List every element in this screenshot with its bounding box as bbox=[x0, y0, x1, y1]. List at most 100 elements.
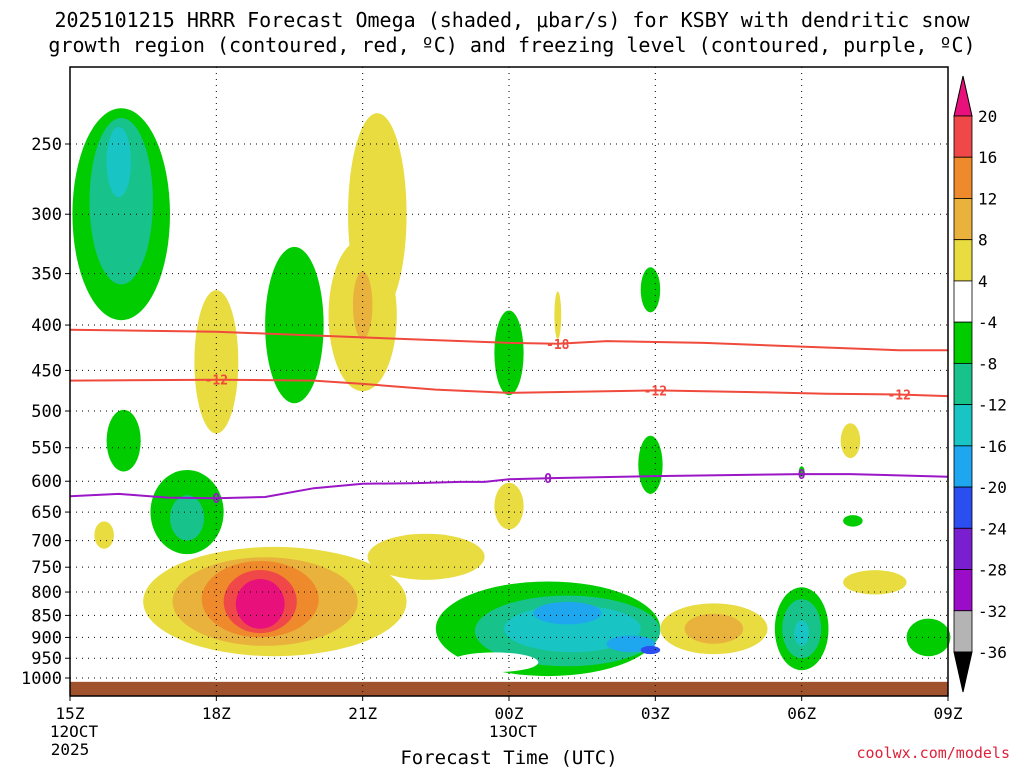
x-tick-label-06Z: 06Z bbox=[787, 704, 816, 723]
y-tick-label-300: 300 bbox=[31, 205, 62, 225]
colorbar-label-11: -28 bbox=[978, 561, 1007, 580]
colorbar-label-12: -32 bbox=[978, 602, 1007, 621]
x-tick-label-09Z: 09Z bbox=[934, 704, 963, 723]
omega-shading bbox=[70, 108, 951, 696]
contour-label-1-0: -12 bbox=[205, 374, 228, 389]
grid bbox=[70, 67, 948, 696]
contour-label-2-1: 0 bbox=[544, 472, 552, 487]
colorbar-bin-3 bbox=[953, 239, 973, 282]
colorbar-bin-6 bbox=[953, 362, 973, 406]
colorbar-label-13: -36 bbox=[978, 643, 1007, 662]
omega-cell-1 bbox=[89, 117, 153, 285]
x-tick-label-15Z: 15Z bbox=[56, 704, 85, 723]
colorbar-label-3: 8 bbox=[978, 231, 988, 250]
omega-cell-31 bbox=[684, 613, 744, 644]
chart-title-line-1: 2025101215 HRRR Forecast Omega (shaded, … bbox=[54, 8, 970, 32]
colorbar-bottom-arrow bbox=[953, 651, 973, 693]
colorbar-label-1: 16 bbox=[978, 148, 997, 167]
omega-cell-39 bbox=[554, 291, 562, 340]
omega-cell-16 bbox=[352, 271, 373, 340]
omega-cell-38 bbox=[843, 515, 863, 527]
omega-cell-34 bbox=[794, 620, 809, 646]
colorbar-bin-1 bbox=[953, 156, 973, 199]
y-tick-label-450: 450 bbox=[31, 361, 62, 381]
contour-label-2-0: 0 bbox=[212, 492, 220, 507]
ground-band bbox=[70, 681, 948, 696]
omega-cell-3 bbox=[265, 246, 324, 404]
colorbar-bin-2 bbox=[953, 198, 973, 241]
colorbar-bin-8 bbox=[953, 445, 973, 488]
colorbar-bin-4 bbox=[953, 280, 973, 323]
colorbar-label-9: -20 bbox=[978, 478, 1007, 497]
omega-cell-24 bbox=[450, 652, 539, 673]
y-tick-label-400: 400 bbox=[31, 316, 62, 336]
colorbar-top-arrow bbox=[953, 75, 973, 117]
colorbar-bin-7 bbox=[953, 404, 973, 447]
omega-cell-25 bbox=[494, 310, 524, 396]
y-tick-label-650: 650 bbox=[31, 503, 62, 523]
contours: -18 -12 -12 -12 0 0 0 bbox=[69, 328, 949, 507]
colorbar-bin-10 bbox=[953, 527, 973, 570]
omega-cell-7 bbox=[94, 521, 114, 549]
y-axis: 2503003504004505005506006507007508008509… bbox=[21, 135, 70, 689]
omega-cell-28 bbox=[494, 482, 524, 530]
omega-cell-21 bbox=[533, 601, 602, 625]
y-tick-label-600: 600 bbox=[31, 472, 62, 492]
chart-title-line-2: growth region (contoured, red, ºC) and f… bbox=[48, 33, 976, 57]
colorbar-label-5: -4 bbox=[978, 313, 997, 332]
colorbar-label-8: -16 bbox=[978, 437, 1007, 456]
x-tick-label-03Z: 03Z bbox=[641, 704, 670, 723]
y-tick-label-950: 950 bbox=[31, 649, 62, 669]
y-tick-label-850: 850 bbox=[31, 606, 62, 626]
omega-cell-9 bbox=[367, 533, 485, 580]
y-tick-label-250: 250 bbox=[31, 135, 62, 155]
contour-label-1-2: -12 bbox=[887, 388, 910, 403]
omega-cell-4 bbox=[106, 409, 141, 472]
colorbar-bin-12 bbox=[953, 610, 973, 653]
colorbar-bin-11 bbox=[953, 569, 973, 612]
x-tick-label-18Z: 18Z bbox=[202, 704, 231, 723]
colorbar-label-2: 12 bbox=[978, 189, 997, 208]
credit-text: coolwx.com/models bbox=[856, 744, 1010, 762]
x-tick-sublabel-date-15Z: 12OCT bbox=[50, 722, 99, 741]
y-tick-label-350: 350 bbox=[31, 265, 62, 285]
x-tick-sublabel-year-15Z: 2025 bbox=[51, 740, 90, 759]
omega-cell-6 bbox=[169, 495, 205, 541]
y-tick-label-550: 550 bbox=[31, 439, 62, 459]
y-tick-label-750: 750 bbox=[31, 558, 62, 578]
omega-cell-13 bbox=[235, 579, 285, 629]
omega-cell-36 bbox=[843, 570, 907, 595]
colorbar-bin-5 bbox=[953, 321, 973, 364]
colorbar: 20 16 12 8 4 -4 -8 -12 -16 -20 -24 -28 -32 -36 bbox=[953, 75, 1007, 693]
colorbar-label-7: -12 bbox=[978, 396, 1007, 415]
x-tick-sublabel-date-00Z: 13OCT bbox=[489, 722, 538, 741]
omega-cell-23 bbox=[640, 645, 661, 655]
contour-label-1-1: -12 bbox=[644, 384, 667, 399]
contour-label-2-2: 0 bbox=[798, 468, 806, 483]
colorbar-bin-0 bbox=[953, 115, 973, 158]
omega-cell-26 bbox=[638, 435, 663, 494]
colorbar-label-0: 20 bbox=[978, 107, 997, 126]
colorbar-label-4: 4 bbox=[978, 272, 988, 291]
x-tick-label-00Z: 00Z bbox=[495, 704, 524, 723]
contour-label-0-0: -18 bbox=[546, 338, 570, 353]
omega-cell-37 bbox=[840, 423, 861, 459]
omega-cell-27 bbox=[640, 267, 661, 313]
chart-title: 2025101215 HRRR Forecast Omega (shaded, … bbox=[0, 8, 1024, 58]
y-tick-label-800: 800 bbox=[31, 583, 62, 603]
colorbar-bin-9 bbox=[953, 486, 973, 529]
contour-line-0 bbox=[69, 328, 948, 352]
contour-line-2 bbox=[69, 473, 949, 500]
contour-line-1 bbox=[69, 378, 949, 398]
y-tick-label-900: 900 bbox=[31, 628, 62, 648]
omega-cell-2 bbox=[106, 126, 131, 198]
y-tick-label-1000: 1000 bbox=[21, 669, 62, 689]
colorbar-label-6: -8 bbox=[978, 354, 997, 373]
colorbar-label-10: -24 bbox=[978, 519, 1007, 538]
y-tick-label-500: 500 bbox=[31, 402, 62, 422]
y-tick-label-700: 700 bbox=[31, 532, 62, 552]
x-tick-label-21Z: 21Z bbox=[348, 704, 377, 723]
x-axis-label: Forecast Time (UTC) bbox=[400, 747, 617, 768]
